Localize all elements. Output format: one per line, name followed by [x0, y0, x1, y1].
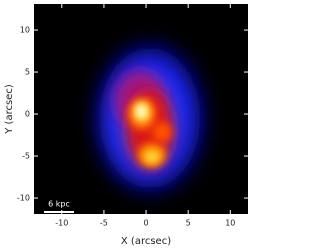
- x-tick-label: 10: [225, 219, 235, 228]
- x-tick-label: 0: [144, 219, 149, 228]
- y-axis-label: Y (arcsec): [4, 84, 15, 135]
- emission: [145, 151, 159, 163]
- y-tick-label: 10: [20, 26, 30, 35]
- y-tick-label: -5: [22, 152, 30, 161]
- x-tick-label: 5: [186, 219, 191, 228]
- emission: [137, 106, 145, 116]
- y-tick-label: 5: [25, 68, 30, 77]
- emission-image: [100, 48, 200, 188]
- y-tick-label: -10: [17, 194, 30, 203]
- x-axis-label: X (arcsec): [121, 236, 171, 247]
- scale-label: 6 kpc: [48, 200, 70, 209]
- x-tick-label: -10: [55, 219, 68, 228]
- chart: 6 kpc X (arcsec) Y (arcsec) -10 -5 0 5 10 -10…: [4, 4, 248, 247]
- emission: [152, 122, 172, 142]
- y-tick-label: 0: [25, 110, 30, 119]
- x-tick-label: -5: [100, 219, 108, 228]
